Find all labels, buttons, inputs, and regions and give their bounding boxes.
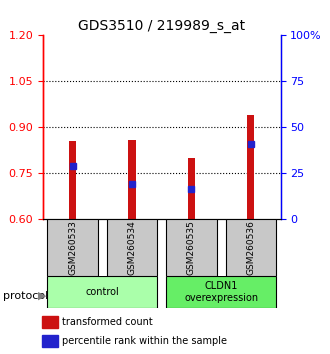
FancyBboxPatch shape bbox=[166, 219, 216, 276]
Text: protocol: protocol bbox=[3, 291, 49, 301]
Text: GSM260533: GSM260533 bbox=[68, 220, 77, 275]
Text: GSM260534: GSM260534 bbox=[127, 221, 137, 275]
FancyBboxPatch shape bbox=[226, 219, 276, 276]
FancyBboxPatch shape bbox=[107, 219, 157, 276]
Bar bbox=[42, 316, 58, 328]
FancyBboxPatch shape bbox=[48, 276, 157, 308]
Bar bbox=[128, 140, 136, 219]
Text: percentile rank within the sample: percentile rank within the sample bbox=[62, 336, 227, 346]
FancyBboxPatch shape bbox=[48, 219, 98, 276]
Text: control: control bbox=[85, 287, 119, 297]
Bar bbox=[42, 335, 58, 347]
FancyBboxPatch shape bbox=[166, 276, 276, 308]
Bar bbox=[69, 141, 76, 219]
Text: ▶: ▶ bbox=[38, 291, 47, 301]
Bar bbox=[247, 115, 254, 219]
Text: GSM260535: GSM260535 bbox=[187, 220, 196, 275]
Bar bbox=[188, 158, 195, 219]
Title: GDS3510 / 219989_s_at: GDS3510 / 219989_s_at bbox=[78, 19, 245, 33]
Text: transformed count: transformed count bbox=[62, 317, 153, 327]
Text: GSM260536: GSM260536 bbox=[246, 220, 255, 275]
Text: CLDN1
overexpression: CLDN1 overexpression bbox=[184, 281, 258, 303]
